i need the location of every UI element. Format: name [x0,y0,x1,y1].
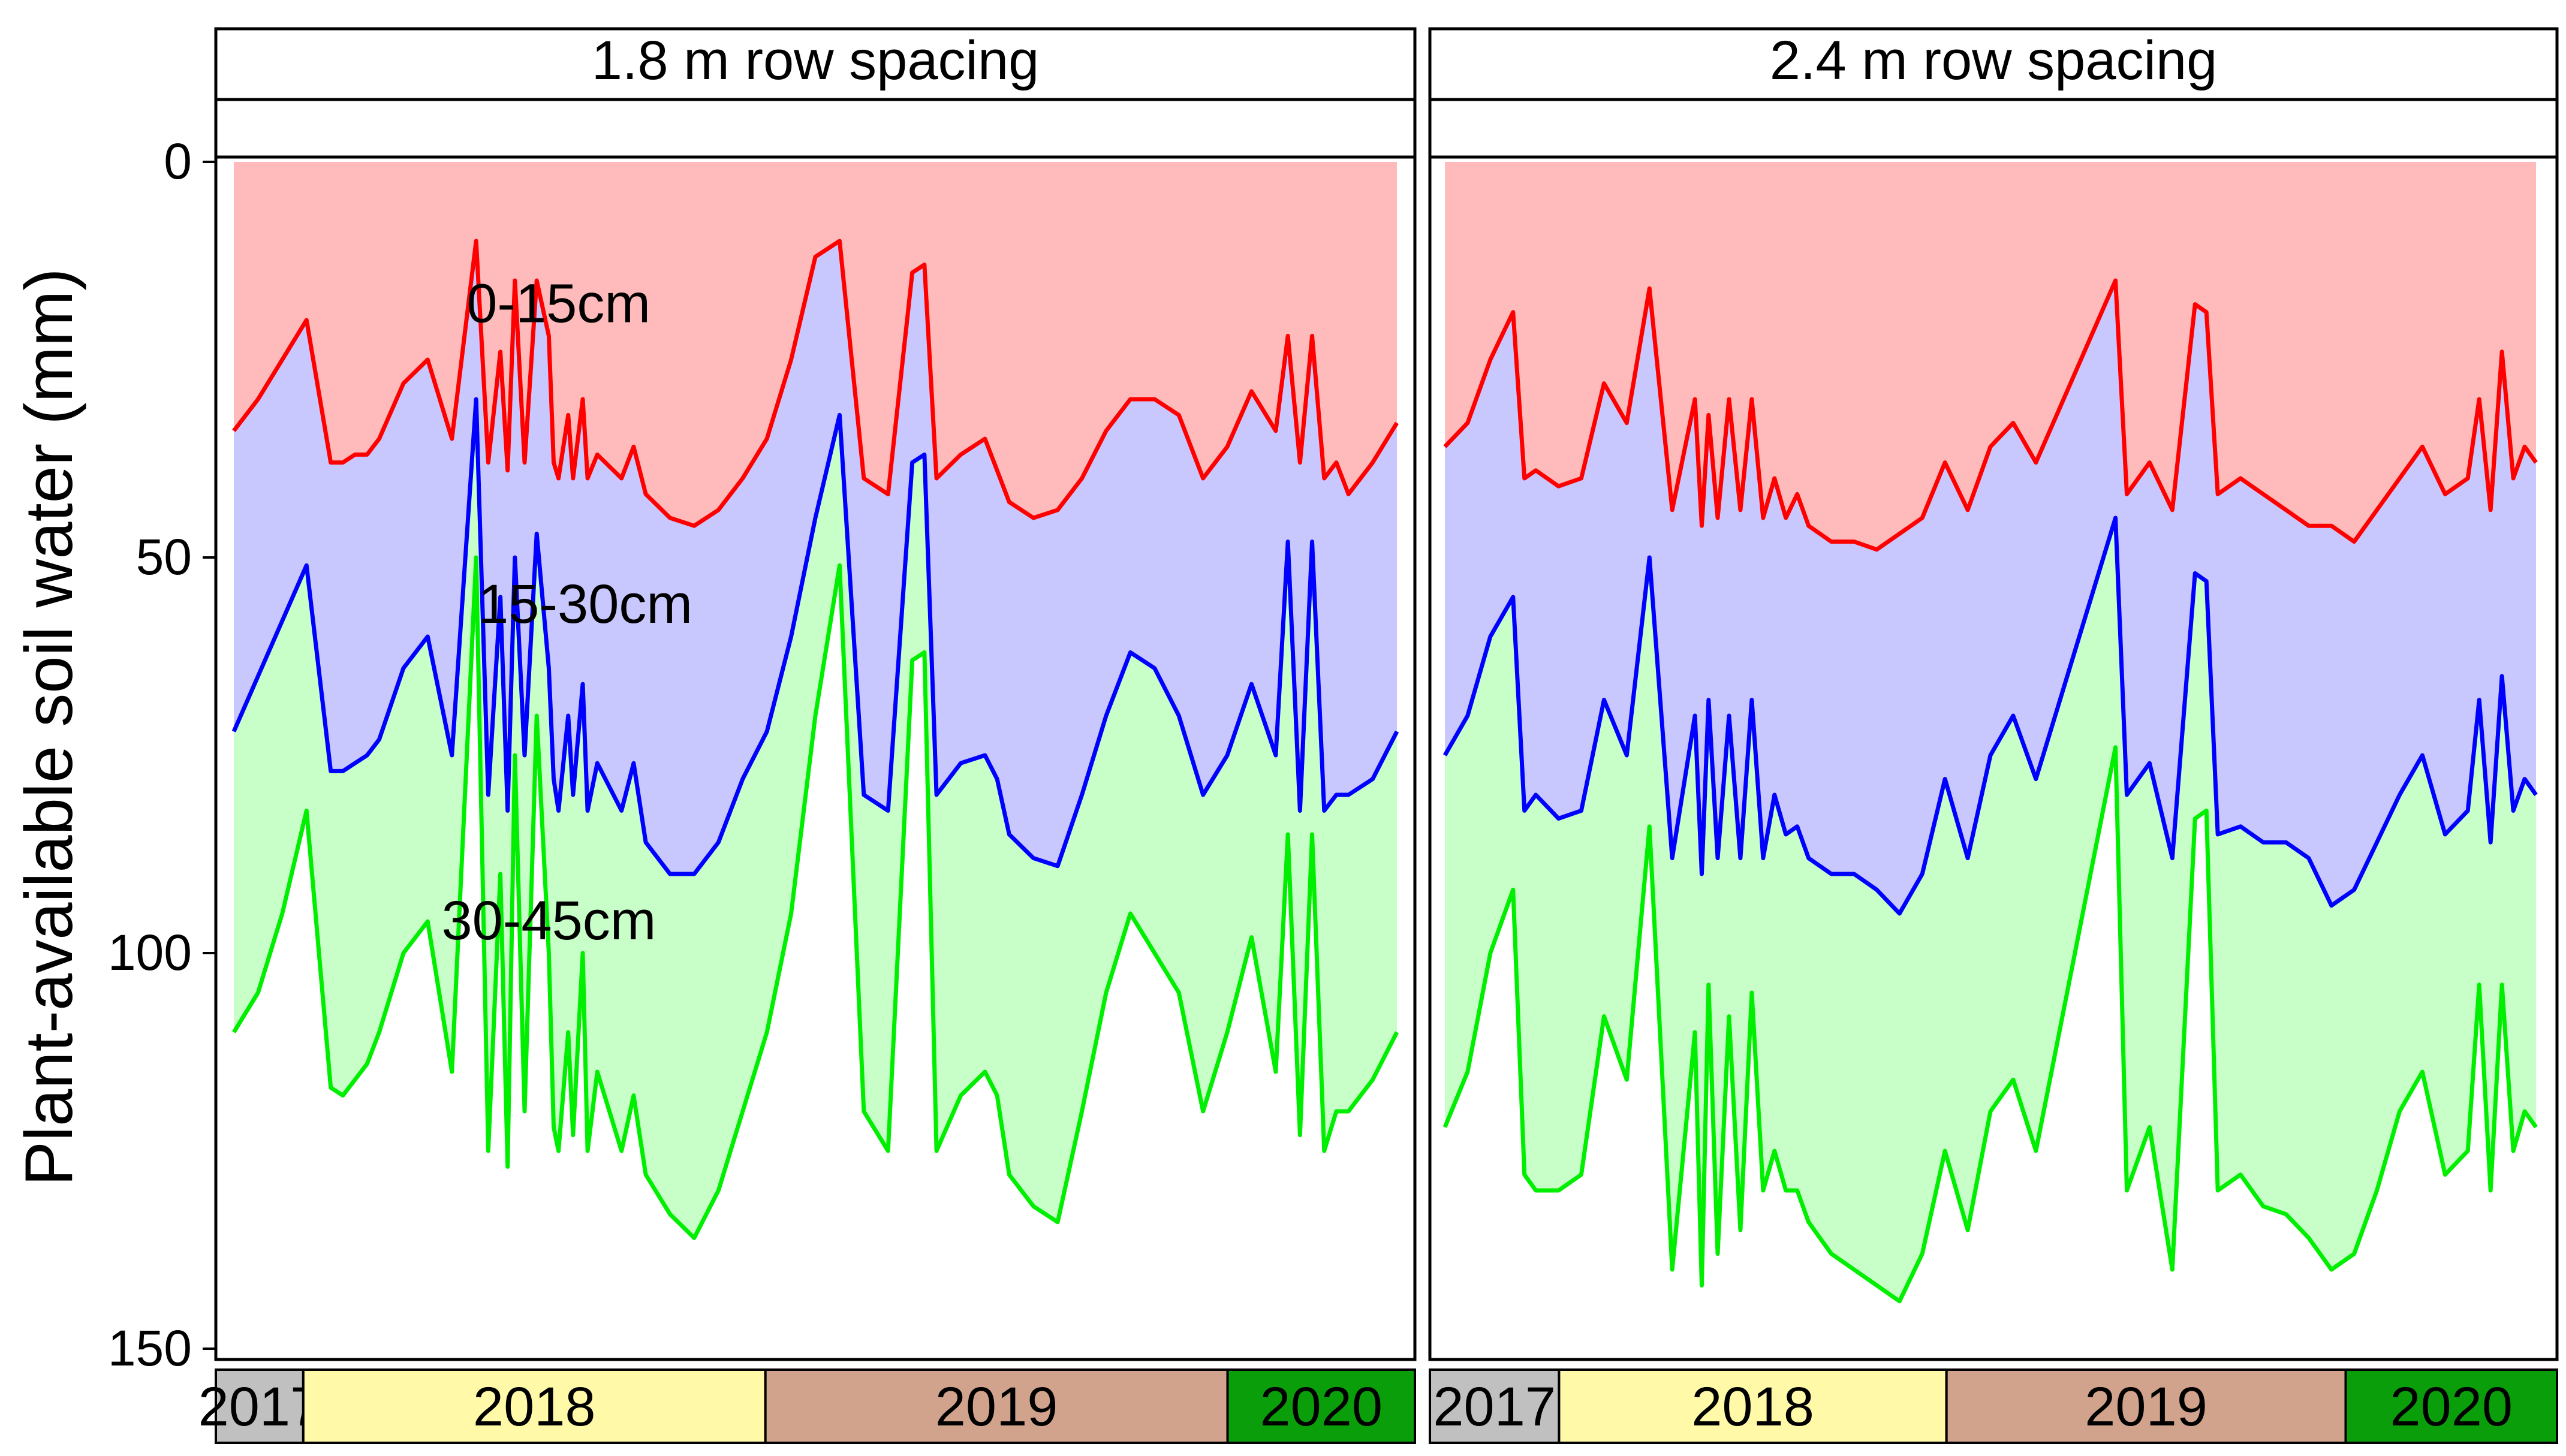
year-label: 2019 [935,1376,1058,1437]
panel-strip-blank [214,98,1417,159]
year-label: 2018 [1691,1376,1814,1437]
year-segment [764,1368,1229,1444]
layer-label: 15-30cm [478,574,692,635]
panel-title: 2.4 m row spacing [1770,30,2218,91]
band-30-45cm [1445,518,2536,1301]
series-line-15-30cm [231,397,1399,876]
series-line-30-45cm [1442,745,2538,1304]
year-label: 2017 [198,1376,321,1437]
series-line-0-15cm [1443,278,2538,552]
year-segment [1429,1368,1561,1444]
year-segment [2344,1368,2558,1444]
y-tick-label: 50 [136,529,192,585]
plot-frame [1428,155,2559,1361]
panel-1-8m: 1.8 m row spacing 0-15cm 15-30cm 30-45cm 2… [198,27,1417,1444]
plot-area [1442,162,2538,1304]
y-tick-label: 150 [108,1320,192,1376]
layer-label: 30-45cm [441,890,656,951]
layer-label: 0-15cm [466,273,650,334]
year-label: 2019 [2085,1376,2207,1437]
y-tick-label: 0 [164,133,192,189]
panel-title-strip [214,27,1417,101]
year-label: 2018 [473,1376,596,1437]
band-30-45cm [234,399,1397,1238]
band-15-30cm [1445,281,2536,914]
series-line-0-15cm [232,239,1399,528]
y-axis-label: Plant-available soil water (mm) [11,268,86,1186]
plot-frame [214,155,1417,1361]
band-0-15cm [1445,162,2536,550]
panel-2-4m: 2.4 m row spacing 2017 2018 2019 2020 [1428,27,2559,1444]
y-tick-label: 100 [108,924,192,981]
y-axis: 0 50 100 150 [108,133,216,1376]
year-segment [1945,1368,2347,1444]
year-segment [302,1368,767,1444]
year-label: 2020 [1260,1376,1383,1437]
year-strip: 2017 2018 2019 2020 [198,1368,1416,1444]
year-segment [1226,1368,1416,1444]
year-label: 2020 [2390,1376,2513,1437]
year-label: 2017 [1433,1376,1556,1437]
panel-strip-blank [1428,98,2559,159]
year-strip: 2017 2018 2019 2020 [1429,1368,2558,1444]
panel-title: 1.8 m row spacing [592,30,1040,91]
panel-title-strip [1428,27,2559,101]
plot-area: 0-15cm 15-30cm 30-45cm [231,162,1399,1240]
series-line-15-30cm [1442,516,2538,916]
series-line-30-45cm [232,555,1399,1240]
year-segment [1558,1368,1948,1444]
